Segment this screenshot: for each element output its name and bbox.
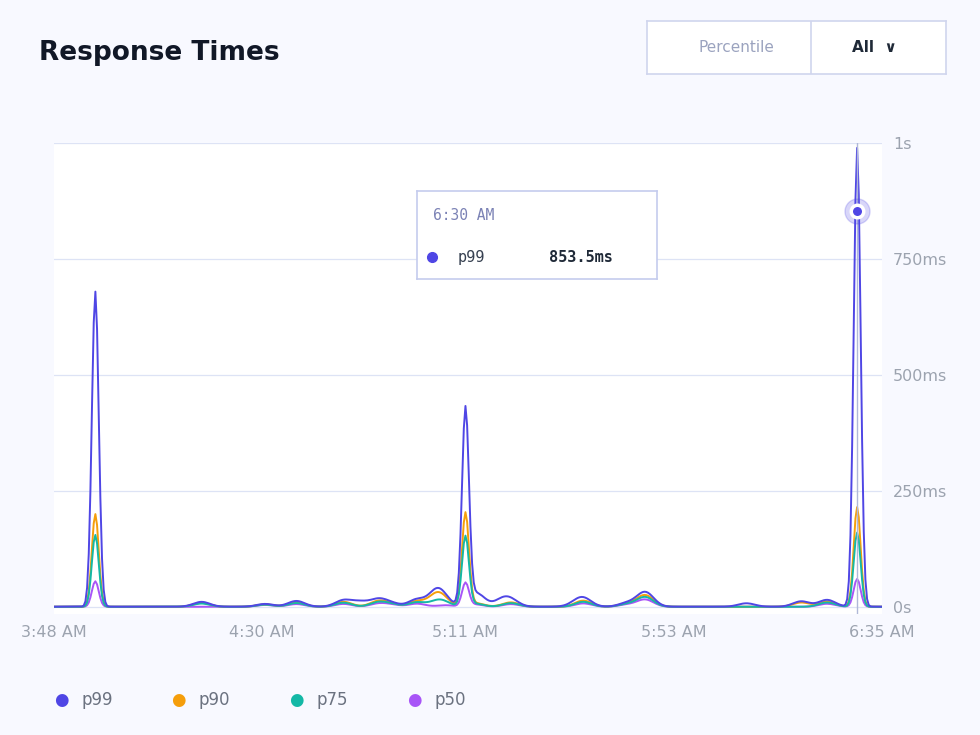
Text: p90: p90 <box>199 691 230 709</box>
Text: p99: p99 <box>81 691 113 709</box>
Text: ●: ● <box>54 691 69 709</box>
Text: p50: p50 <box>434 691 465 709</box>
Text: Percentile: Percentile <box>699 40 774 54</box>
Text: Response Times: Response Times <box>39 40 280 66</box>
Text: 853.5ms: 853.5ms <box>549 250 612 265</box>
Text: All  ∨: All ∨ <box>852 40 897 54</box>
Text: ●: ● <box>172 691 186 709</box>
Text: ●: ● <box>407 691 421 709</box>
Text: ●: ● <box>289 691 304 709</box>
Text: p75: p75 <box>317 691 348 709</box>
Text: p99: p99 <box>458 250 485 265</box>
Text: 6:30 AM: 6:30 AM <box>433 208 495 223</box>
